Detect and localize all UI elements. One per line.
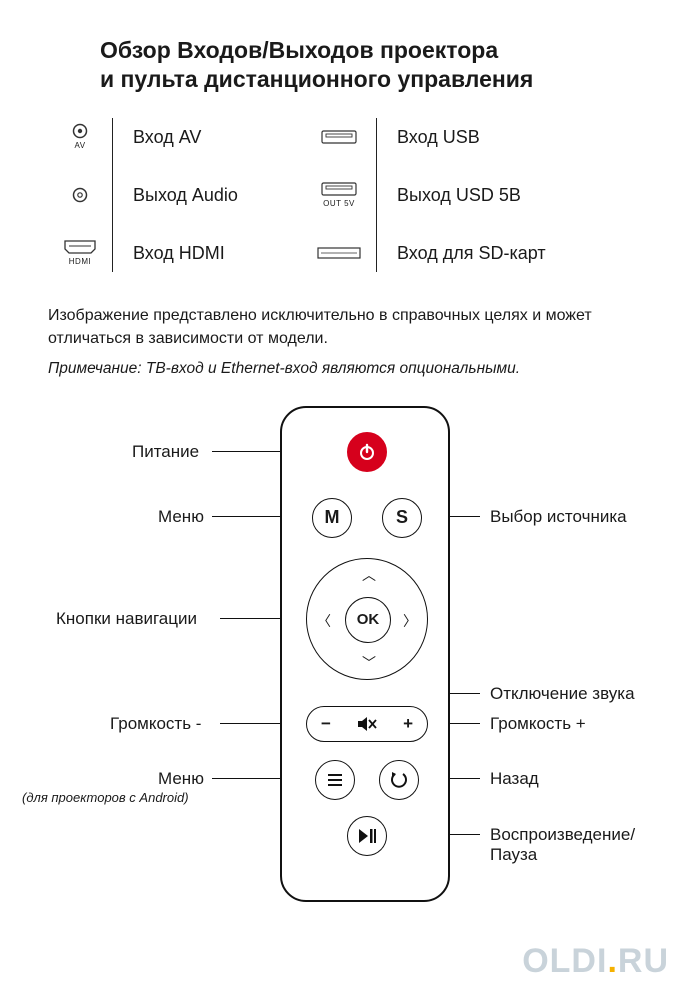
vol-plus: +	[403, 714, 413, 734]
label-nav: Кнопки навигации	[56, 609, 197, 629]
label-mute: Отключение звука	[490, 684, 635, 704]
sd-slot-icon	[317, 234, 361, 272]
note-text: Примечание: ТВ-вход и Ethernet-вход явля…	[48, 360, 639, 378]
label-play-1: Воспроизведение/	[490, 825, 635, 844]
arrow	[446, 723, 480, 725]
mute-icon	[357, 716, 377, 732]
chevron-left-icon: 〈	[317, 611, 331, 631]
label-source: Выбор источника	[490, 507, 627, 527]
usb-port-icon	[321, 118, 357, 156]
volume-bar: − +	[306, 706, 428, 742]
port-label-sd: Вход для SD-карт	[397, 234, 596, 272]
title-line-2: и пульта дистанционного управления	[100, 66, 533, 92]
port-label-usb: Вход USB	[397, 118, 596, 156]
title-line-1: Обзор Входов/Выходов проектора	[100, 37, 498, 63]
wm-text: OLDI	[522, 942, 607, 980]
label-menu2: Меню	[158, 769, 204, 789]
wm-suffix: RU	[618, 942, 669, 980]
label-play: Воспроизведение/ Пауза	[490, 825, 635, 866]
chevron-down-icon: ﹀	[362, 653, 376, 673]
wm-dot: .	[607, 942, 617, 980]
back-icon	[389, 770, 409, 790]
port-label-usd5v: Выход USD 5B	[397, 176, 596, 214]
av-sublabel: AV	[74, 141, 85, 150]
arrow	[220, 618, 286, 620]
port-labels-left: Вход AV Выход Audio Вход HDMI	[112, 118, 302, 272]
port-labels-right: Вход USB Выход USD 5B Вход для SD-карт	[376, 118, 596, 272]
label-back: Назад	[490, 769, 539, 789]
label-volminus: Громкость -	[110, 714, 201, 734]
port-icons-left: AV HDMI	[48, 118, 112, 272]
out5v-sublabel: OUT 5V	[323, 199, 355, 208]
vol-minus: −	[321, 714, 331, 734]
av-jack-icon: AV	[72, 118, 88, 156]
port-label-hdmi: Вход HDMI	[133, 234, 302, 272]
label-play-2: Пауза	[490, 845, 537, 864]
hamburger-icon	[326, 773, 344, 787]
ok-button: OK	[345, 597, 391, 643]
remote-body: M S OK ︿ ﹀ 〈 〉 − +	[280, 406, 450, 902]
remote-diagram: Питание Меню Кнопки навигации Громкость …	[48, 406, 639, 926]
play-pause-button	[347, 816, 387, 856]
port-icons-right: OUT 5V	[302, 118, 376, 272]
port-label-av: Вход AV	[133, 118, 302, 156]
hdmi-sublabel: HDMI	[69, 257, 91, 266]
power-button	[347, 432, 387, 472]
audio-jack-icon	[72, 176, 88, 214]
chevron-right-icon: 〉	[403, 611, 417, 631]
page-title: Обзор Входов/Выходов проектора и пульта …	[100, 36, 639, 94]
play-pause-icon	[358, 828, 376, 844]
label-volplus: Громкость +	[490, 714, 586, 734]
arrow	[220, 723, 286, 725]
source-button: S	[382, 498, 422, 538]
port-label-audio: Выход Audio	[133, 176, 302, 214]
dpad: OK ︿ ﹀ 〈 〉	[306, 558, 428, 680]
watermark: OLDI.RU	[522, 942, 669, 981]
menu-button: M	[312, 498, 352, 538]
ports-table: AV HDMI Вход AV Выход Audio Вход HDMI OU…	[48, 118, 639, 272]
usb5v-port-icon: OUT 5V	[321, 176, 357, 214]
back-button	[379, 760, 419, 800]
hdmi-port-icon: HDMI	[63, 234, 97, 272]
label-menu2-sub: (для проекторов с Android)	[22, 790, 189, 806]
chevron-up-icon: ︿	[362, 565, 376, 585]
hamburger-button	[315, 760, 355, 800]
label-menu: Меню	[158, 507, 204, 527]
disclaimer-text: Изображение представлено исключительно в…	[48, 304, 639, 350]
label-power: Питание	[132, 442, 199, 462]
